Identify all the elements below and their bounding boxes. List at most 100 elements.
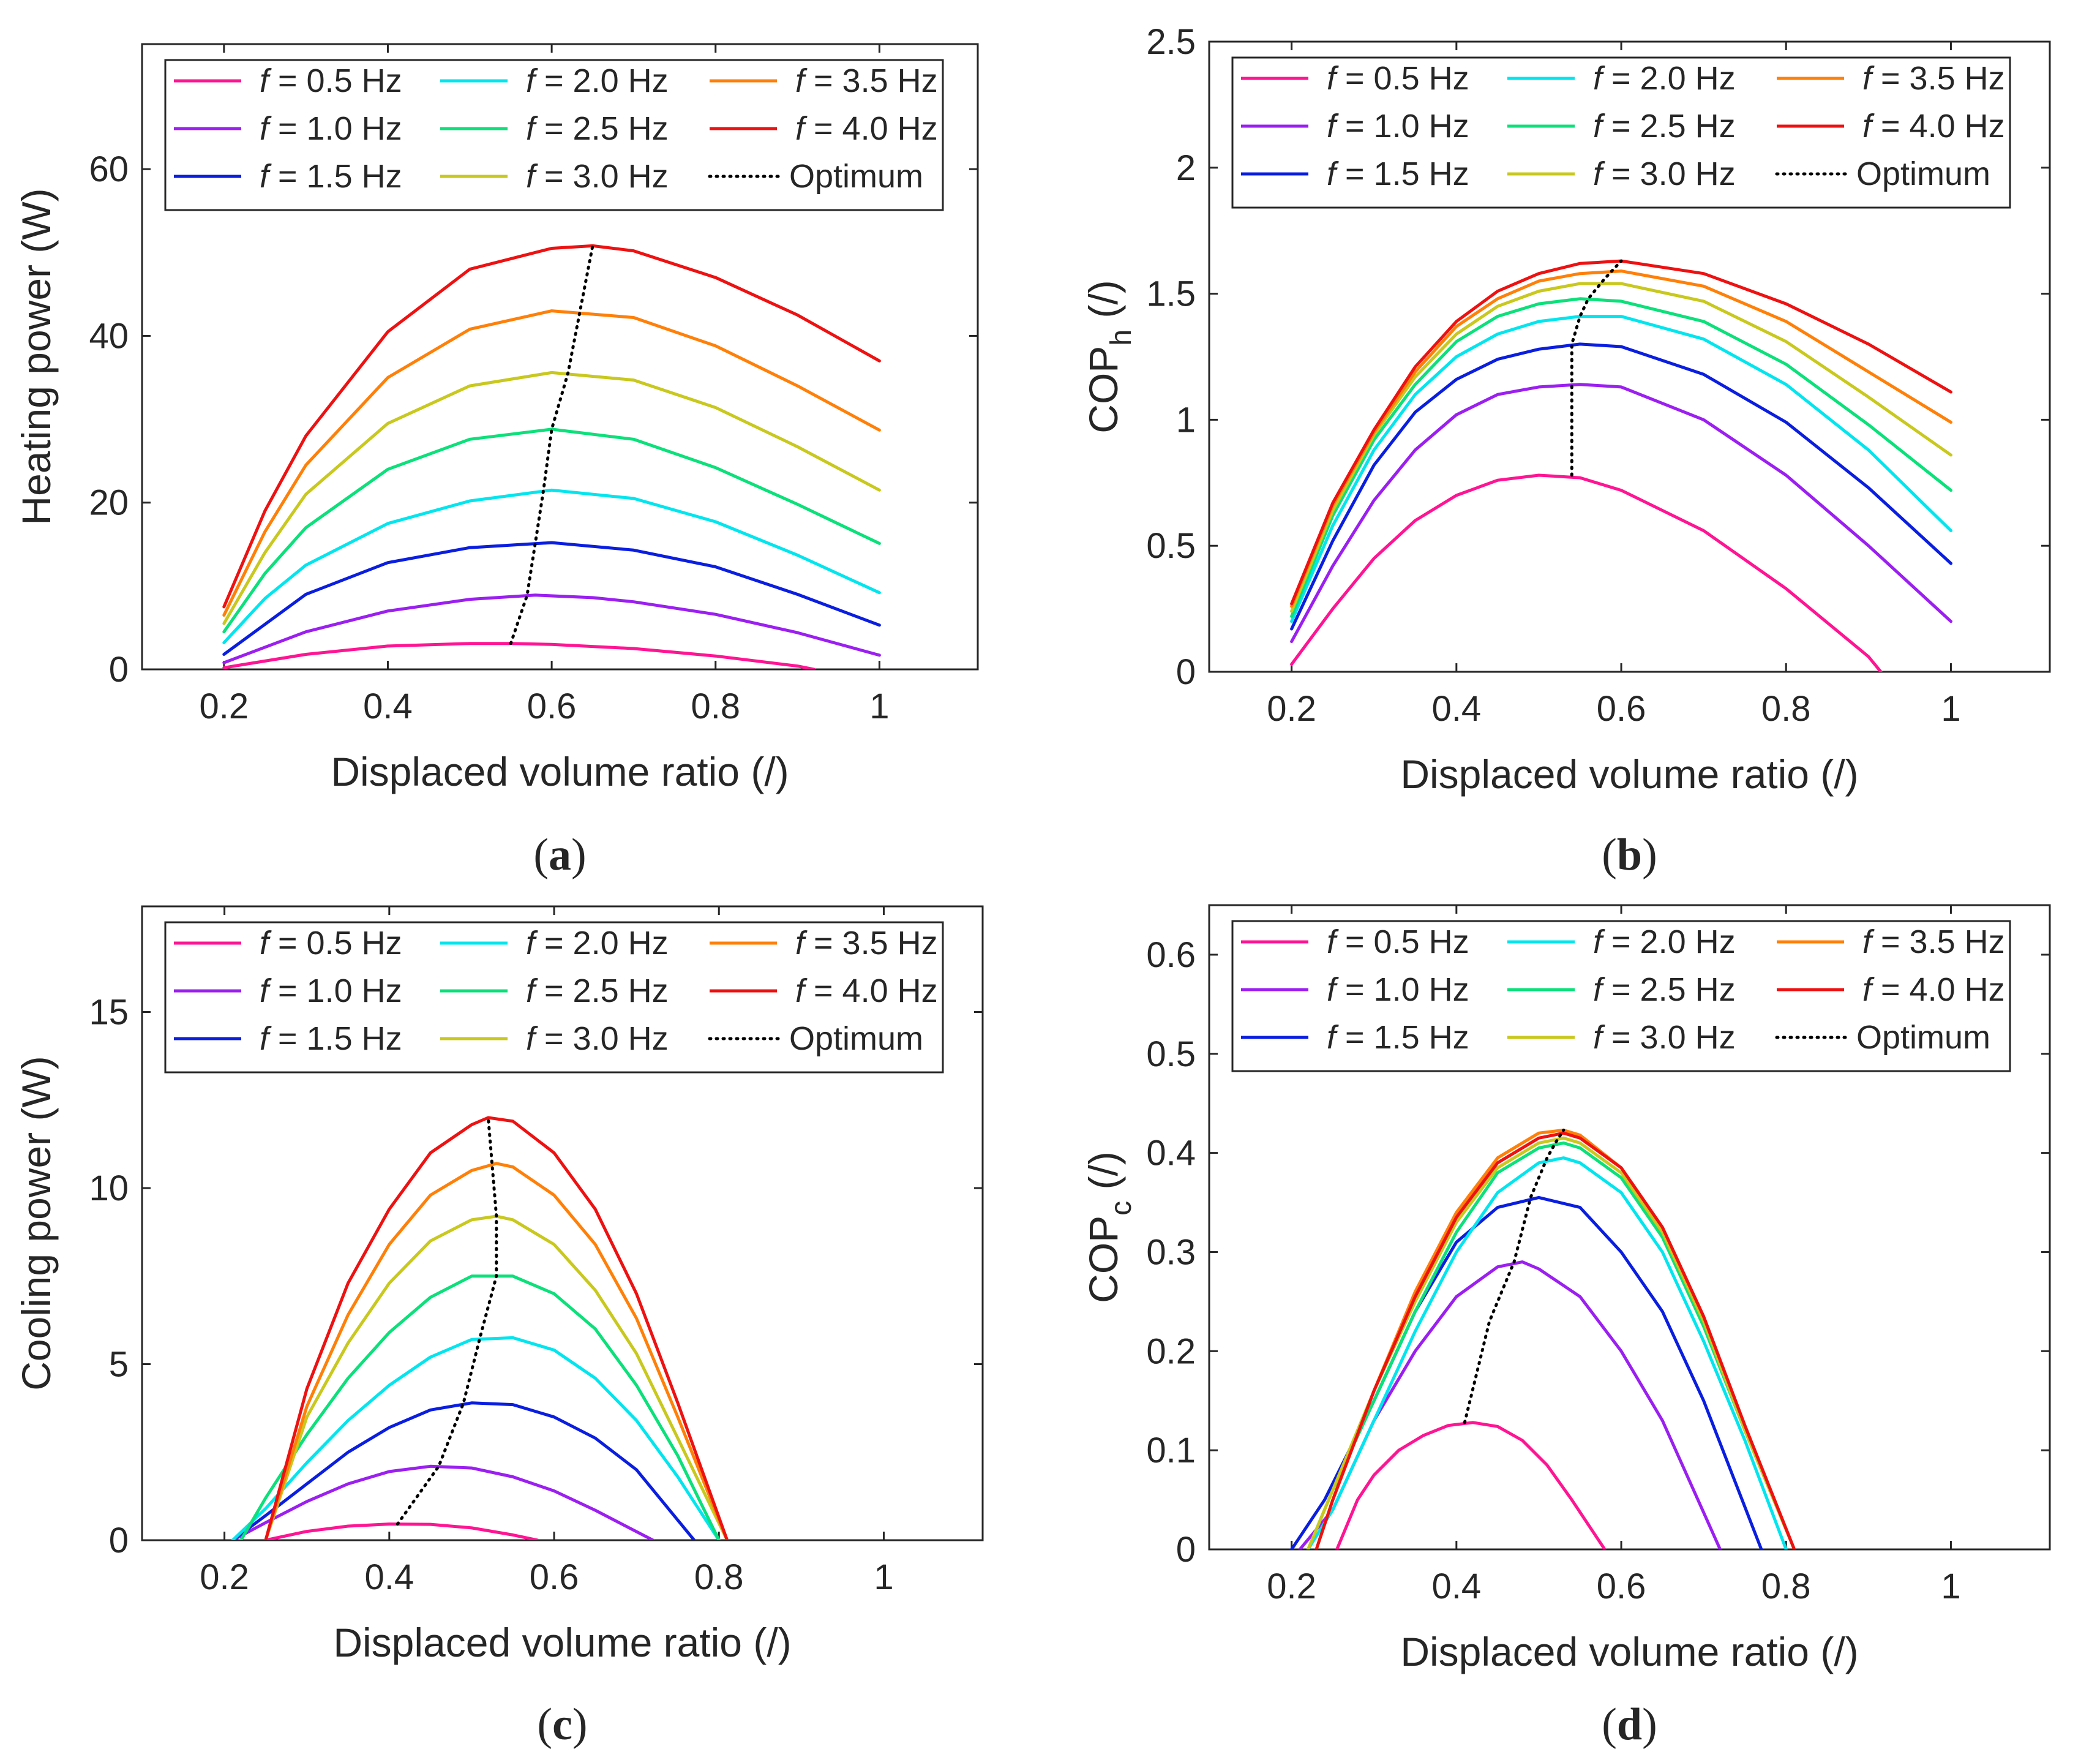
chart-c-series-f-2-0 <box>231 1336 721 1540</box>
chart-c-series-optimum <box>396 1116 498 1526</box>
chart-c-legend-label: f = 0.5 Hz <box>260 925 402 961</box>
chart-c-xtick-label: 0.4 <box>365 1557 414 1597</box>
chart-d-legend: f = 0.5 Hz f = 2.0 Hz f = 3.5 Hz f = 1.0 Hz… <box>1231 920 2011 1072</box>
chart-a-legend-label: Optimum <box>789 158 923 195</box>
chart-d-ytick-label: 0.5 <box>1146 1034 1196 1074</box>
chart-d-ytick-label: 0.3 <box>1146 1232 1196 1272</box>
chart-a-legend-label: f = 1.0 Hz <box>260 110 402 147</box>
chart-d-ytick-label: 0.4 <box>1146 1134 1196 1173</box>
chart-a: 0.2 0.4 0.6 0.8 1 0 20 40 60 Displaced volume rat… <box>13 43 979 880</box>
chart-a-legend-label: f = 2.5 Hz <box>526 110 669 147</box>
chart-c-xtick-label: 1 <box>874 1557 893 1597</box>
chart-b-xtick-label: 0.8 <box>1761 689 1811 729</box>
chart-d: 0.2 0.4 0.6 0.8 1 0 0.1 0.2 0.3 0.4 0.5 0.6 Displace… <box>1081 904 2051 1750</box>
chart-b-legend-box <box>1231 56 2011 209</box>
chart-a-ytick-label: 40 <box>89 316 129 356</box>
chart-c-ytick-label: 15 <box>89 993 129 1033</box>
chart-d-ytick-label: 0.1 <box>1146 1431 1196 1470</box>
chart-c-legend-label: f = 3.5 Hz <box>795 925 938 961</box>
chart-b-legend-label: f = 3.5 Hz <box>1862 60 2005 97</box>
chart-a-legend: f = 0.5 Hz f = 2.0 Hz f = 3.5 Hz f = 1.0 Hz… <box>164 59 944 211</box>
chart-d-legend-label: Optimum <box>1856 1019 1990 1056</box>
chart-b-legend-label: f = 4.0 Hz <box>1862 108 2005 145</box>
chart-b-series-f-2-5 <box>1290 297 1952 618</box>
chart-b-legend-label: f = 1.5 Hz <box>1327 156 1469 192</box>
chart-d-ytick-label: 0.6 <box>1146 935 1196 975</box>
chart-c-legend-label: f = 4.0 Hz <box>795 973 938 1009</box>
chart-c-xtick-label: 0.6 <box>530 1557 579 1597</box>
chart-c-legend-label: f = 1.5 Hz <box>260 1020 402 1057</box>
chart-a-series-f-3-5 <box>222 309 881 617</box>
chart-a-ytick-label: 20 <box>89 483 129 523</box>
chart-c-series-f-1-5 <box>231 1401 696 1540</box>
chart-c-ylabel: Cooling power (W) <box>13 1056 59 1391</box>
chart-a-ylabel: Heating power (W) <box>13 188 59 525</box>
chart-b-legend-label: f = 1.0 Hz <box>1327 108 1469 145</box>
chart-d-ytick-label: 0.2 <box>1146 1331 1196 1371</box>
chart-b-ytick-label: 2 <box>1176 148 1196 188</box>
chart-d-series-f-2-0 <box>1307 1156 1788 1549</box>
chart-b-ylabel: COPh (/) <box>1081 280 1138 433</box>
chart-d-ylabel: COPc (/) <box>1081 1151 1138 1303</box>
chart-a-series-f-4-0 <box>222 244 881 609</box>
chart-a-series-f-3-0 <box>222 371 881 625</box>
chart-a-legend-label: f = 0.5 Hz <box>260 62 402 99</box>
chart-b-xtick-label: 0.2 <box>1267 689 1316 729</box>
chart-d-legend-box <box>1231 920 2011 1072</box>
chart-a-series-f-1-5 <box>222 541 881 656</box>
chart-d-caption: (d) <box>1602 1699 1657 1750</box>
chart-d-xlabel: Displaced volume ratio (/) <box>1400 1629 1858 1674</box>
chart-b-xtick-label: 0.4 <box>1432 689 1482 729</box>
chart-c-xtick-label: 0.2 <box>200 1557 249 1597</box>
chart-c-legend-label: Optimum <box>789 1020 923 1057</box>
chart-a-series-optimum <box>509 244 594 645</box>
chart-c-series-f-3-5 <box>264 1162 729 1540</box>
chart-a-legend-label: f = 1.5 Hz <box>260 158 402 195</box>
chart-b-series-group <box>1290 259 1952 672</box>
chart-c-legend-label: f = 2.0 Hz <box>526 925 669 961</box>
chart-b-series-f-4-0 <box>1290 259 1952 606</box>
chart-a-legend-label: f = 3.0 Hz <box>526 158 669 195</box>
chart-d-ytick-label: 0 <box>1176 1530 1196 1570</box>
chart-a-axes-box <box>141 43 979 671</box>
chart-d-xtick-label: 0.8 <box>1761 1567 1811 1606</box>
chart-a-series-f-2-0 <box>222 488 881 644</box>
chart-a-xtick-label: 0.2 <box>200 687 249 726</box>
chart-b-ytick-label: 0.5 <box>1146 526 1196 566</box>
chart-a-legend-box <box>164 59 944 211</box>
chart-a-ytick-label: 0 <box>109 650 129 690</box>
chart-d-legend-label: f = 1.0 Hz <box>1327 971 1469 1008</box>
chart-c-series-f-4-0 <box>264 1116 729 1540</box>
chart-c-xtick-label: 0.8 <box>694 1557 744 1597</box>
chart-a-xtick-label: 0.6 <box>527 687 577 726</box>
chart-a-series-f-0-5 <box>222 642 816 669</box>
chart-c-series-f-0-5 <box>264 1522 539 1540</box>
chart-d-series-f-4-0 <box>1314 1131 1796 1549</box>
chart-c-series-group <box>231 1116 729 1540</box>
chart-b-ytick-label: 1.5 <box>1146 274 1196 314</box>
chart-c-legend-box <box>164 921 944 1074</box>
chart-d-xtick-label: 0.4 <box>1432 1567 1482 1606</box>
chart-b-legend-label: f = 2.5 Hz <box>1593 108 1736 145</box>
chart-a-series-f-1-0 <box>222 593 881 664</box>
chart-c-legend-label: f = 1.0 Hz <box>260 973 402 1009</box>
chart-a-legend-label: f = 2.0 Hz <box>526 62 669 99</box>
chart-a-xtick-label: 0.8 <box>691 687 740 726</box>
chart-c-legend: f = 0.5 Hz f = 2.0 Hz f = 3.5 Hz f = 1.0 Hz… <box>164 921 944 1074</box>
chart-a-series-f-2-5 <box>222 427 881 634</box>
chart-d-series-optimum <box>1463 1128 1566 1424</box>
chart-c-legend-label: f = 2.5 Hz <box>526 973 669 1009</box>
chart-b-caption: (b) <box>1602 830 1657 880</box>
chart-c-axes-box <box>141 905 984 1541</box>
chart-d-legend-label: f = 2.5 Hz <box>1593 971 1736 1008</box>
chart-d-legend-label: f = 3.5 Hz <box>1862 924 2005 960</box>
chart-b-legend-label: Optimum <box>1856 156 1990 192</box>
chart-c-legend-label: f = 3.0 Hz <box>526 1020 669 1057</box>
chart-b-xtick-label: 0.6 <box>1597 689 1646 729</box>
chart-b-legend-label: f = 3.0 Hz <box>1593 156 1736 192</box>
chart-b-legend-label: f = 0.5 Hz <box>1327 60 1469 97</box>
chart-c-ytick-label: 10 <box>89 1168 129 1208</box>
chart-c-ytick-label: 0 <box>109 1521 129 1560</box>
chart-b-legend-label: f = 2.0 Hz <box>1593 60 1736 97</box>
